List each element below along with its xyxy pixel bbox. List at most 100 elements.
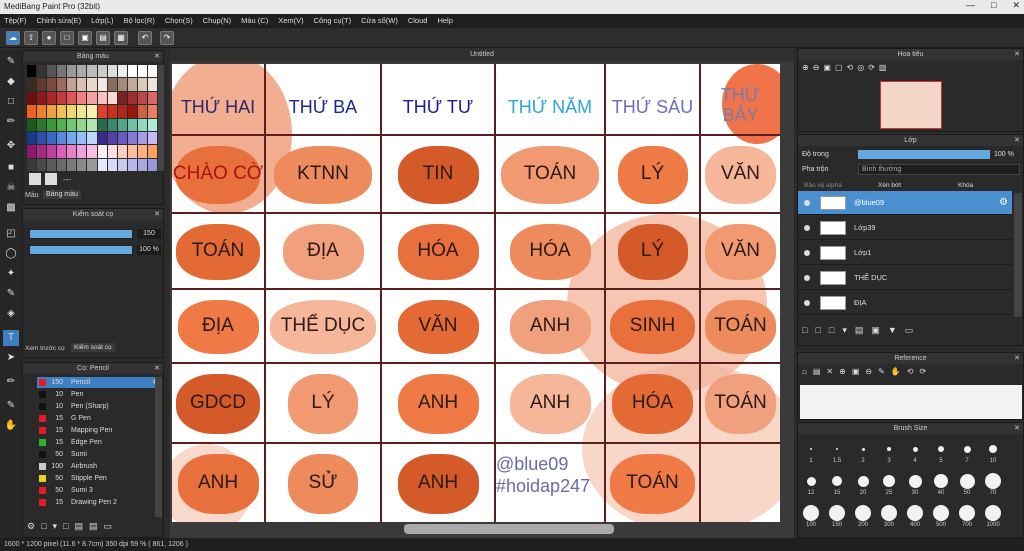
rotate-right-icon[interactable]: ⟳ [919,367,927,376]
brush-item[interactable]: 15 Drawing Pen 2 [37,497,161,508]
new-brush-icon[interactable]: □ [41,521,47,531]
close-icon[interactable]: ✕ [154,53,160,60]
color-swatch[interactable] [47,78,57,91]
comment-icon[interactable]: ● [42,31,56,45]
brush-item[interactable]: 15 G Pen [37,413,161,424]
brush-opacity-value[interactable]: 100 % [137,245,161,255]
color-swatch[interactable] [87,131,97,145]
tab-brush-preview[interactable]: Xem trước cọ [25,345,65,352]
brush-size-option[interactable]: 200 [850,503,876,533]
color-swatch[interactable] [77,65,87,78]
canvas[interactable]: THỨ HAI THỨ BA THỨ TƯ THỨ NĂM THỨ SÁU THỨ BẢY C… [172,64,780,522]
color-swatch[interactable] [107,118,117,131]
hand-icon[interactable]: ✋ [890,367,901,376]
import-icon[interactable]: ▤ [89,521,98,531]
brush-item[interactable]: 50 Sumi 3 [37,485,161,496]
color-swatch[interactable] [127,118,137,131]
brush-size-option[interactable]: 40 [928,471,954,501]
color-swatch[interactable] [47,158,57,171]
brush-size-option[interactable]: 25 [876,471,902,501]
lasso-tool-icon[interactable]: ◯ [5,248,17,259]
reference-view[interactable] [800,385,1022,419]
color-swatch[interactable] [117,78,127,91]
brush-size-option[interactable]: 3 [876,439,902,469]
color-swatch[interactable] [97,131,107,145]
zoom-in-icon[interactable]: ⊕ [802,63,809,72]
open-icon[interactable]: ▤ [812,367,821,376]
add-swatch-icon[interactable] [29,173,41,185]
color-swatch[interactable] [127,78,137,91]
color-swatch[interactable] [147,78,157,91]
menu-view[interactable]: Xem(V) [278,16,304,25]
brush-size-option[interactable]: 12 [798,471,824,501]
color-swatch[interactable] [137,118,147,131]
grid-icon[interactable]: ▦ [114,31,128,45]
close-icon[interactable]: ✕ [154,365,160,372]
protect-alpha-checkbox[interactable]: Bảo vệ alpha [804,182,842,189]
color-swatch[interactable] [57,78,67,91]
color-swatch[interactable] [77,131,87,145]
rotate-left-icon[interactable]: ⟲ [906,367,914,376]
color-swatch[interactable] [97,145,107,158]
visibility-icon[interactable] [804,225,810,231]
brush-item[interactable]: 50 Stipple Pen [37,473,161,484]
eyedropper-icon[interactable]: ✏ [6,376,16,387]
color-swatch[interactable] [107,158,117,171]
menu-cloud[interactable]: Cloud [407,16,428,25]
close-icon[interactable]: ✕ [1014,51,1020,58]
color-swatch[interactable] [117,91,127,105]
close-icon[interactable]: ✕ [1014,425,1020,432]
color-swatch[interactable] [57,158,67,171]
brush-item[interactable]: 50 Sumi [37,449,161,460]
color-swatch[interactable] [147,158,157,171]
color-swatch[interactable] [107,145,117,158]
color-swatch[interactable] [97,91,107,105]
maximize-icon[interactable]: □ [991,0,997,10]
brush-size-option[interactable]: 20 [850,471,876,501]
color-swatch[interactable] [77,78,87,91]
layer-settings-icon[interactable]: ⚙ [999,197,1008,208]
brush-size-option[interactable]: 1000 [980,503,1006,533]
color-swatch[interactable] [57,91,67,105]
color-swatch[interactable] [37,118,47,131]
color-swatch[interactable] [107,131,117,145]
home-icon[interactable]: ⌂ [802,367,807,376]
color-swatch[interactable] [67,78,77,91]
color-swatch[interactable] [137,78,147,91]
fit-icon[interactable]: ▣ [851,367,860,376]
brush-size-option[interactable]: 50 [954,471,980,501]
text-tool-icon[interactable]: T [3,330,19,346]
canvas-h-scrollbar[interactable] [404,524,614,534]
upload-icon[interactable]: ⇧ [24,31,38,45]
visibility-icon[interactable] [804,275,810,281]
brush-tool-icon[interactable]: ✎ [6,56,16,67]
color-swatch[interactable] [137,105,147,118]
color-swatch[interactable] [37,131,47,145]
brush-size-option[interactable]: 150 [824,503,850,533]
layer-row[interactable]: THỂ DỤC [798,266,1012,290]
color-swatch[interactable] [137,91,147,105]
color-swatch[interactable] [47,105,57,118]
rotate-reset-icon[interactable]: ◎ [857,63,865,72]
close-icon[interactable]: ✕ [1014,355,1020,362]
brush-menu-icon[interactable]: ▾ [52,521,58,531]
copy-brush-icon[interactable]: □ [63,521,69,531]
brush-size-value[interactable]: 150 [137,229,161,239]
color-swatch[interactable] [97,78,107,91]
gradient-tool-icon[interactable]: ▩ [6,202,16,213]
color-swatch[interactable] [137,65,147,78]
zoom-out-icon[interactable]: ⊖ [812,63,820,72]
color-swatch[interactable] [37,65,47,78]
duplicate-icon[interactable]: ▣ [871,325,880,335]
color-swatch[interactable] [67,118,77,131]
color-swatch[interactable] [47,118,57,131]
layer-row[interactable]: Lớp39 [798,216,1012,240]
zoom-in-icon[interactable]: ⊕ [839,367,846,376]
color-swatch[interactable] [107,78,117,91]
trash-icon[interactable]: ▭ [904,325,914,335]
select-pen-icon[interactable]: ✎ [6,288,16,299]
page-icon[interactable]: ▤ [96,31,110,45]
brush-size-option[interactable]: 700 [954,503,980,533]
menu-color[interactable]: Màu (C) [241,16,269,25]
color-swatch[interactable] [117,65,127,78]
